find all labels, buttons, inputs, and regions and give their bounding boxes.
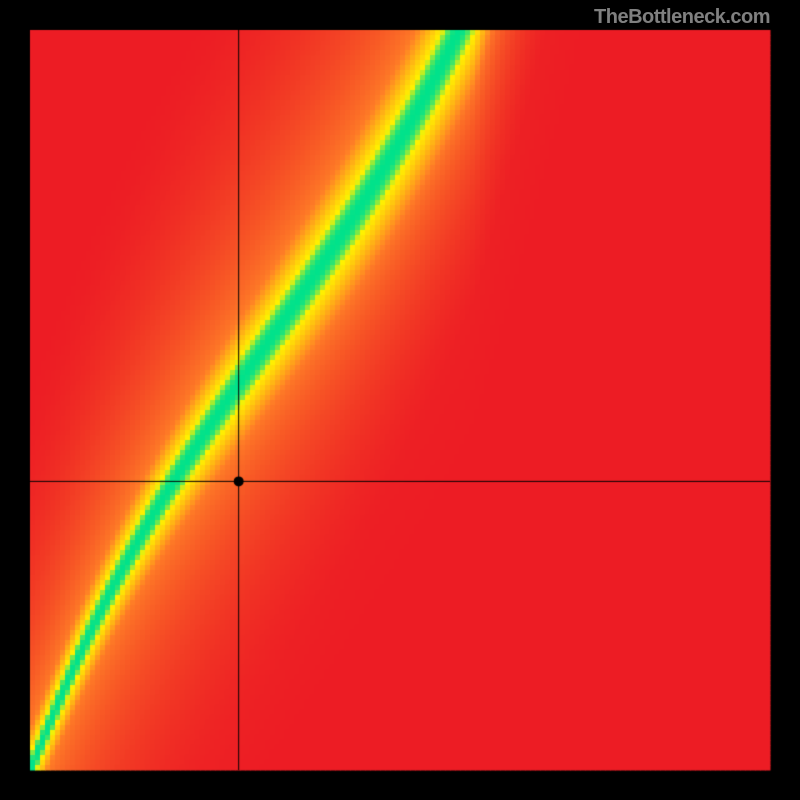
watermark-text: TheBottleneck.com xyxy=(594,6,770,29)
bottleneck-heatmap xyxy=(0,0,800,800)
chart-container: TheBottleneck.com xyxy=(0,0,800,800)
